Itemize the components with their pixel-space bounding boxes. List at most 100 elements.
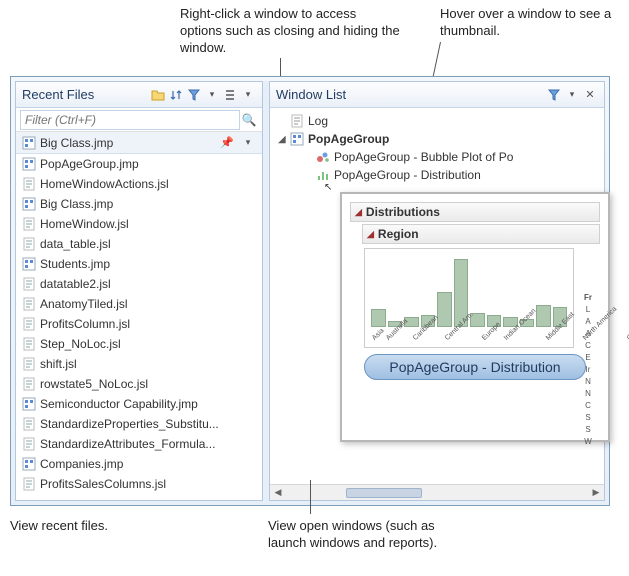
list-icon[interactable] xyxy=(222,87,238,103)
filter-funnel-icon[interactable] xyxy=(546,87,562,103)
file-item[interactable]: HomeWindowActions.jsl xyxy=(16,174,262,194)
file-item[interactable]: ProfitsColumn.jsl xyxy=(16,314,262,334)
file-item[interactable]: shift.jsl xyxy=(16,354,262,374)
freq-header: Fr xyxy=(584,292,592,304)
search-icon[interactable]: 🔍 xyxy=(240,113,258,127)
jsl-file-icon xyxy=(22,237,36,251)
filter-row: 🔍 xyxy=(16,108,262,132)
freq-cell: C xyxy=(584,400,592,412)
tree-label: Log xyxy=(308,114,328,128)
distribution-chart: AsiaAustraliaCaribbeanCentral Am.EuropeI… xyxy=(364,248,574,348)
file-item[interactable]: Students.jmp xyxy=(16,254,262,274)
pinned-file-label: Big Class.jmp xyxy=(40,136,113,150)
file-item[interactable]: PopAgeGroup.jmp xyxy=(16,154,262,174)
file-label: data_table.jsl xyxy=(40,237,111,251)
jsl-file-icon xyxy=(22,357,36,371)
jmp-file-icon xyxy=(22,457,36,471)
jsl-file-icon xyxy=(22,277,36,291)
jsl-file-icon xyxy=(22,337,36,351)
file-label: ProfitsColumn.jsl xyxy=(40,317,130,331)
file-item[interactable]: AnatomyTiled.jsl xyxy=(16,294,262,314)
thumbnail-title-badge: PopAgeGroup - Distribution xyxy=(364,354,586,380)
tree-label: PopAgeGroup - Distribution xyxy=(334,168,481,182)
section-region[interactable]: ◢ Region xyxy=(362,224,600,244)
dropdown-icon[interactable]: ▾ xyxy=(564,87,580,103)
pinned-file-row[interactable]: Big Class.jmp 📌 ▾ xyxy=(16,132,262,154)
file-item[interactable]: StandardizeAttributes_Formula... xyxy=(16,434,262,454)
scroll-left-arrow[interactable]: ◀ xyxy=(270,487,286,498)
file-label: datatable2.jsl xyxy=(40,277,111,291)
file-label: PopAgeGroup.jmp xyxy=(40,157,139,171)
scroll-right-arrow[interactable]: ▶ xyxy=(588,487,604,498)
file-item[interactable]: HomeWindow.jsl xyxy=(16,214,262,234)
scroll-thumb[interactable] xyxy=(346,488,422,498)
jmp-file-icon xyxy=(290,132,304,146)
file-item[interactable]: datatable2.jsl xyxy=(16,274,262,294)
file-item[interactable]: Companies.jmp xyxy=(16,454,262,474)
freq-cell: W xyxy=(584,436,592,448)
tree-item-child[interactable]: PopAgeGroup - Bubble Plot of Po xyxy=(270,148,604,166)
file-item[interactable]: rowstate5_NoLoc.jsl xyxy=(16,374,262,394)
file-label: Big Class.jmp xyxy=(40,197,113,211)
disclosure-triangle-icon: ◢ xyxy=(355,207,362,218)
freq-cell: S xyxy=(584,424,592,436)
dropdown-icon[interactable]: ▾ xyxy=(204,87,220,103)
file-item[interactable]: data_table.jsl xyxy=(16,234,262,254)
freq-cell: N xyxy=(584,376,592,388)
file-label: rowstate5_NoLoc.jsl xyxy=(40,377,148,391)
recent-files-header: Recent Files ▾ ▾ xyxy=(16,82,262,108)
freq-column: Fr LAACEIrNNCSSW xyxy=(584,292,592,448)
jsl-file-icon xyxy=(22,377,36,391)
jsl-file-icon xyxy=(22,437,36,451)
horizontal-scrollbar[interactable]: ◀ ▶ xyxy=(270,484,604,500)
file-item[interactable]: StandardizeProperties_Substitu... xyxy=(16,414,262,434)
section-distributions[interactable]: ◢ Distributions xyxy=(350,202,600,222)
file-label: Students.jmp xyxy=(40,257,110,271)
file-item[interactable]: Step_NoLoc.jsl xyxy=(16,334,262,354)
expander-icon[interactable]: ◢ xyxy=(278,134,288,145)
scroll-track[interactable] xyxy=(286,487,588,499)
distribution-icon xyxy=(316,168,330,182)
section-title: Distributions xyxy=(366,205,440,219)
jsl-file-icon xyxy=(22,417,36,431)
freq-cell: N xyxy=(584,388,592,400)
pin-icon[interactable]: 📌 xyxy=(220,136,234,149)
freq-cell: E xyxy=(584,352,592,364)
tree-item-root[interactable]: ◢ PopAgeGroup xyxy=(270,130,604,148)
file-label: StandardizeAttributes_Formula... xyxy=(40,437,215,451)
file-item[interactable]: ProfitsSalesColumns.jsl xyxy=(16,474,262,494)
file-label: ProfitsSalesColumns.jsl xyxy=(40,477,166,491)
sort-icon[interactable] xyxy=(168,87,184,103)
dropdown-icon[interactable]: ▾ xyxy=(240,87,256,103)
close-icon[interactable]: ✕ xyxy=(582,87,598,103)
annotation-line xyxy=(310,480,311,514)
filter-funnel-icon[interactable] xyxy=(186,87,202,103)
recent-files-panel: Recent Files ▾ ▾ 🔍 xyxy=(15,81,263,501)
file-label: AnatomyTiled.jsl xyxy=(40,297,128,311)
jsl-file-icon xyxy=(22,477,36,491)
jsl-file-icon xyxy=(22,177,36,191)
freq-cell: Ir xyxy=(584,364,592,376)
file-label: Step_NoLoc.jsl xyxy=(40,337,121,351)
recent-files-title: Recent Files xyxy=(22,87,148,102)
tree-item-log[interactable]: Log xyxy=(270,112,604,130)
file-label: Semiconductor Capability.jmp xyxy=(40,397,198,411)
file-label: StandardizeProperties_Substitu... xyxy=(40,417,219,431)
dropdown-icon[interactable]: ▾ xyxy=(240,135,256,151)
tree-label: PopAgeGroup - Bubble Plot of Po xyxy=(334,150,513,164)
file-item[interactable]: Semiconductor Capability.jmp xyxy=(16,394,262,414)
filter-input[interactable] xyxy=(20,110,240,130)
freq-cell: C xyxy=(584,340,592,352)
annotation-right-click: Right-click a window to access options s… xyxy=(180,6,400,57)
file-item[interactable]: Big Class.jmp xyxy=(16,194,262,214)
log-icon xyxy=(290,114,304,128)
jmp-file-icon xyxy=(22,397,36,411)
folder-icon[interactable] xyxy=(150,87,166,103)
file-label: HomeWindow.jsl xyxy=(40,217,129,231)
bubble-plot-icon xyxy=(316,150,330,164)
section-title: Region xyxy=(378,227,419,241)
freq-cell: L xyxy=(584,304,592,316)
jmp-file-icon xyxy=(22,157,36,171)
annotation-view-open: View open windows (such as launch window… xyxy=(268,518,448,552)
freq-cell: A xyxy=(584,328,592,340)
